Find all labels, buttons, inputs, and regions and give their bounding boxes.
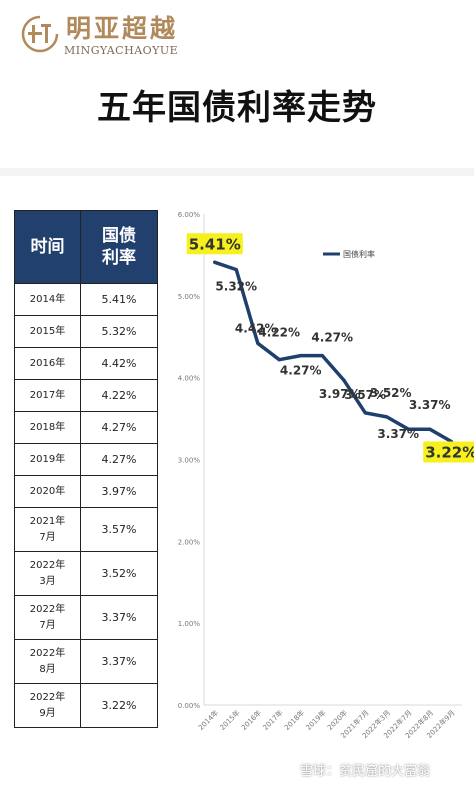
data-label: 3.37% [409, 398, 451, 412]
table-cell-rate: 3.37% [80, 595, 158, 640]
table-cell-time: 2019年 [14, 443, 81, 476]
table-header-time: 时间 [14, 210, 81, 284]
divider-band [0, 168, 474, 176]
x-axis: 2014年2015年2016年2017年2018年2019年2020年2021年… [196, 704, 462, 740]
data-point [406, 427, 410, 431]
legend-label: 国债利率 [343, 249, 375, 259]
table-cell-time: 2020年 [14, 475, 81, 508]
data-label: 4.27% [311, 331, 353, 345]
table-header-rate: 国债 利率 [80, 210, 158, 284]
y-tick-label: 5.00% [178, 293, 201, 301]
data-point [320, 353, 324, 358]
table-cell-rate: 5.32% [80, 315, 158, 348]
data-label: 3.97% [319, 387, 361, 401]
table-cell-time: 2016年 [14, 347, 81, 380]
table-row: 2018年 4.27% [14, 411, 158, 444]
data-point [363, 411, 367, 415]
table-cell-rate: 3.97% [80, 475, 158, 508]
x-tick-label: 2014年 [196, 708, 220, 732]
data-point [299, 353, 303, 358]
y-tick-label: 2.00% [178, 538, 201, 546]
rate-line-chart: 0.00% 1.00% 2.00% 3.00% 4.00% 5.00% 6.00% 2014… [178, 211, 474, 740]
table-row: 2021年 7月 3.57% [14, 507, 158, 552]
data-point [213, 260, 217, 264]
table-row: 2016年 4.42% [14, 347, 158, 380]
data-label-highlight [186, 233, 243, 255]
brand-logo-icon [21, 15, 59, 53]
data-point [342, 378, 346, 382]
y-tick-label: 0.00% [178, 702, 201, 710]
series-line [213, 260, 454, 444]
data-point [385, 415, 389, 419]
data-label: 4.22% [258, 326, 300, 340]
table-cell-time: 2018年 [14, 411, 81, 444]
table-row: 2014年 5.41% [14, 283, 158, 316]
page-title: 五年国债利率走势 [97, 88, 377, 128]
y-tick-label: 1.00% [178, 620, 201, 628]
table-cell-rate: 3.57% [80, 507, 158, 552]
rate-table: 时间 国债 利率 2014年 5.41% 2015年 5.32% 2016年 4.42% 2… [14, 210, 158, 728]
table-row: 2017年 4.22% [14, 379, 158, 412]
table-row: 2019年 4.27% [14, 443, 158, 476]
series-group [213, 260, 454, 444]
table-cell-rate: 3.37% [80, 639, 158, 684]
table-cell-time: 2022年 7月 [14, 595, 81, 640]
table-cell-rate: 4.42% [80, 347, 158, 380]
table-cell-rate: 4.27% [80, 443, 158, 476]
table-cell-time: 2022年 8月 [14, 639, 81, 684]
data-point [256, 341, 260, 345]
header: 明亚超越 MINGYACHAOYUE 五年国债利率走势 [0, 0, 474, 170]
table-cell-time: 2014年 [14, 283, 81, 316]
data-label: 5.32% [215, 280, 257, 294]
data-label: 5.41% [189, 235, 241, 253]
table-cell-rate: 3.22% [80, 683, 158, 728]
table-cell-rate: 4.27% [80, 411, 158, 444]
x-tick-label: 2017年 [261, 708, 285, 732]
table-row: 2022年 8月 3.37% [14, 639, 158, 684]
table-cell-time: 2015年 [14, 315, 81, 348]
table-cell-rate: 5.41% [80, 283, 158, 316]
watermark: 雪球：贫民窟的大富翁 [300, 764, 431, 779]
data-point [277, 358, 281, 362]
table-cell-rate: 4.22% [80, 379, 158, 412]
table-cell-rate: 3.52% [80, 551, 158, 596]
table-cell-time: 2021年 7月 [14, 507, 81, 552]
data-label: 4.27% [280, 364, 322, 378]
data-label: 3.52% [370, 386, 412, 400]
brand-name: 明亚超越 [66, 14, 179, 43]
y-axis: 0.00% 1.00% 2.00% 3.00% 4.00% 5.00% 6.00% [178, 211, 205, 710]
y-tick-label: 6.00% [178, 211, 201, 219]
data-label-highlight [423, 441, 474, 463]
table-header-row: 时间 国债 利率 [14, 210, 158, 284]
table-cell-time: 2022年 9月 [14, 683, 81, 728]
data-label: 4.42% [235, 321, 277, 335]
table-row: 2022年 3月 3.52% [14, 551, 158, 596]
chart-legend: 国债利率 [323, 249, 375, 259]
table-row: 2015年 5.32% [14, 315, 158, 348]
data-point [428, 427, 432, 431]
y-tick-label: 3.00% [178, 457, 201, 465]
table-cell-time: 2022年 3月 [14, 551, 81, 596]
x-tick-label: 2015年 [218, 708, 242, 732]
data-labels-group: 5.41% 5.32% 4.42%4.22% 4.27% 4.27% 3.97%3.57%… [186, 233, 474, 463]
x-tick-label: 2018年 [282, 708, 306, 732]
data-label: 3.57% [344, 388, 386, 402]
x-tick-label: 2016年 [239, 708, 263, 732]
table-row: 2022年 7月 3.37% [14, 595, 158, 640]
data-label: 3.22% [425, 443, 474, 461]
brand-name-en: MINGYACHAOYUE [64, 44, 179, 57]
data-point [234, 268, 238, 272]
data-label: 3.37% [377, 427, 419, 441]
table-cell-time: 2017年 [14, 379, 81, 412]
y-tick-label: 4.00% [178, 375, 201, 383]
x-tick-label: 2019年 [304, 708, 328, 732]
table-row: 2020年 3.97% [14, 475, 158, 508]
table-row: 2022年 9月 3.22% [14, 683, 158, 728]
